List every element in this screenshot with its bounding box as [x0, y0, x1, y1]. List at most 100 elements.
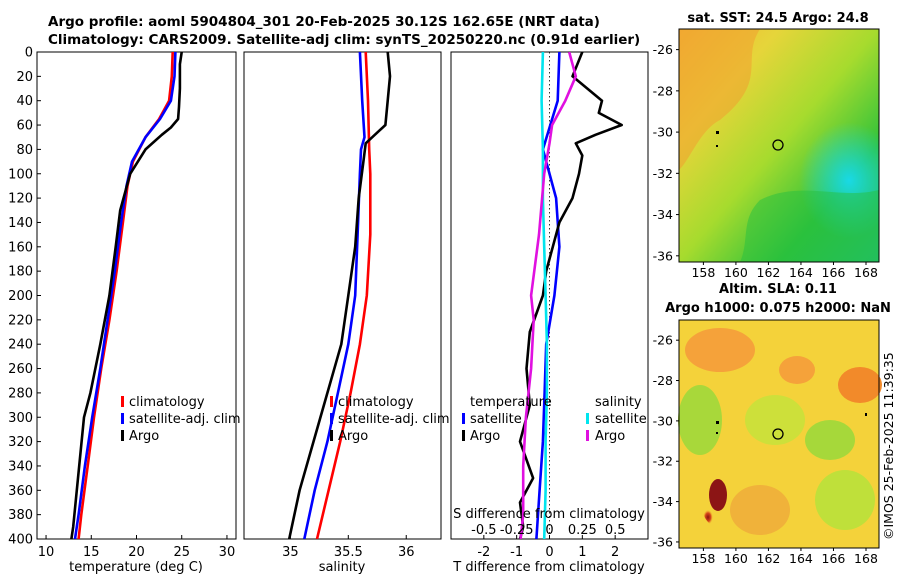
legend-label-satellite: satellite-adj. clim — [129, 412, 241, 427]
sla-anomaly — [805, 420, 855, 460]
map-x-tick-label: 166 — [822, 551, 846, 566]
map-y-tick-label: -26 — [653, 42, 673, 57]
x-tick-label: 15 — [83, 545, 100, 560]
temperature-axes-box — [36, 51, 237, 540]
legend-swatch-t-satellite — [462, 413, 465, 424]
sla-map-title-line1: Altim. SLA: 0.11 — [719, 282, 837, 297]
sla-warm-eddy-core — [709, 479, 727, 511]
sla-float-dot — [716, 432, 718, 434]
sst-green-region — [740, 190, 879, 262]
difference-legend-temperature: temperature satellite Argo — [462, 395, 552, 444]
temperature-xlabel: temperature (deg C) — [69, 560, 203, 575]
sla-anomaly — [815, 470, 875, 530]
figure-title-line2: Climatology: CARS2009. Satellite-adj cli… — [48, 32, 641, 48]
x-tick-label: 20 — [128, 545, 145, 560]
y-tick-label: 220 — [8, 313, 33, 328]
legend-swatch-satellite — [121, 413, 124, 424]
map-y-tick-label: -32 — [653, 166, 673, 181]
map-x-tick-label: 166 — [822, 265, 846, 280]
sla-float-dot — [716, 421, 719, 424]
s-tick-label: 0 — [545, 523, 553, 538]
sla-map-title-line2: Argo h1000: 0.075 h2000: NaN — [665, 301, 891, 316]
y-tick-label: 20 — [16, 70, 33, 85]
series-line-s-satellite — [540, 52, 549, 539]
series-line-climatology — [315, 52, 372, 539]
map-y-tick-label: -30 — [653, 125, 673, 140]
sla-map-panel: Altim. SLA: 0.11 Argo h1000: 0.075 h2000… — [653, 282, 891, 566]
difference-panel: -2 -1 0 1 2 S difference from climatology -0… — [450, 51, 649, 575]
sla-argo-location-marker — [772, 428, 784, 440]
map-x-tick-label: 158 — [691, 551, 715, 566]
sst-float-dot — [716, 145, 718, 147]
x-tick-label: 25 — [173, 545, 190, 560]
legend-swatch-climatology — [121, 396, 124, 407]
sla-anomaly — [745, 395, 805, 445]
map-y-tick-label: -28 — [653, 373, 673, 388]
y-tick-label: 340 — [8, 459, 33, 474]
series-line-s-argo — [519, 52, 578, 539]
map-y-tick-label: -36 — [653, 534, 673, 549]
sla-anomaly — [838, 367, 882, 403]
x-tick-label: 35 — [282, 545, 299, 560]
y-tick-label: 160 — [8, 240, 33, 255]
x-tick-label: 35.5 — [334, 545, 363, 560]
map-x-tick-label: 164 — [789, 551, 813, 566]
legend-label-climatology: climatology — [338, 395, 414, 410]
map-x-tick-label: 164 — [789, 265, 813, 280]
y-tick-label: 80 — [16, 143, 33, 158]
legend-label-s-satellite: satellite — [595, 412, 647, 427]
y-tick-label: 400 — [8, 533, 33, 548]
s-tick-label: 0.5 — [605, 523, 626, 538]
legend-label-t-argo: Argo — [470, 429, 500, 444]
figure-title-line1: Argo profile: aoml 5904804_301 20-Feb-20… — [48, 14, 600, 30]
map-y-tick-label: -34 — [653, 207, 673, 222]
map-y-tick-label: -26 — [653, 333, 673, 348]
copyright-timestamp: ©IMOS 25-Feb-2025 11:39:35 — [881, 352, 896, 540]
map-y-tick-label: -34 — [653, 494, 673, 509]
y-tick-label: 100 — [8, 167, 33, 182]
sla-anomaly — [685, 328, 755, 372]
legend-label-s-argo: Argo — [595, 429, 625, 444]
map-x-tick-label: 162 — [757, 551, 781, 566]
legend-swatch-t-argo — [462, 430, 465, 441]
legend-label-t-satellite: satellite — [470, 412, 522, 427]
sst-float-dot — [716, 131, 719, 134]
y-tick-label: 0 — [25, 46, 33, 61]
series-line-argo — [70, 52, 183, 539]
y-tick-label: 140 — [8, 216, 33, 231]
series-line-t-satellite — [535, 52, 561, 539]
salinity-legend: climatology satellite-adj. clim Argo — [330, 395, 450, 444]
y-tick-label: 380 — [8, 508, 33, 523]
s-difference-label: S difference from climatology — [453, 507, 645, 522]
map-x-tick-label: 160 — [724, 551, 748, 566]
x-tick-label: 1 — [578, 545, 586, 560]
map-x-tick-label: 160 — [724, 265, 748, 280]
sla-anomaly — [678, 385, 722, 455]
sla-map-frame — [678, 319, 880, 549]
s-tick-label: 0.25 — [568, 523, 597, 538]
sla-anomaly — [779, 356, 815, 384]
map-y-tick-label: -32 — [653, 454, 673, 469]
legend-label-argo: Argo — [129, 429, 159, 444]
x-tick-label: 2 — [611, 545, 619, 560]
sst-map-panel: sat. SST: 24.5 Argo: 24.8 158 160 162 164 16… — [653, 11, 880, 280]
series-line-satellite-adj-clim — [73, 52, 177, 539]
salinity-xlabel: salinity — [319, 560, 366, 575]
y-tick-label: 180 — [8, 265, 33, 280]
y-tick-label: 260 — [8, 362, 33, 377]
sst-map-frame — [678, 28, 880, 263]
series-line-satellite-adj-clim — [303, 52, 366, 539]
x-tick-label: -2 — [477, 545, 490, 560]
y-tick-label: 320 — [8, 435, 33, 450]
legend-swatch-s-satellite — [586, 413, 589, 424]
salinity-axes-box — [243, 51, 442, 540]
map-y-tick-label: -28 — [653, 83, 673, 98]
legend-swatch-satellite — [330, 413, 333, 424]
sst-warm-region — [679, 29, 760, 170]
y-tick-label: 40 — [16, 94, 33, 109]
y-tick-label: 240 — [8, 338, 33, 353]
map-x-tick-label: 162 — [757, 265, 781, 280]
legend-label-satellite: satellite-adj. clim — [338, 412, 450, 427]
legend-swatch-argo — [330, 430, 333, 441]
